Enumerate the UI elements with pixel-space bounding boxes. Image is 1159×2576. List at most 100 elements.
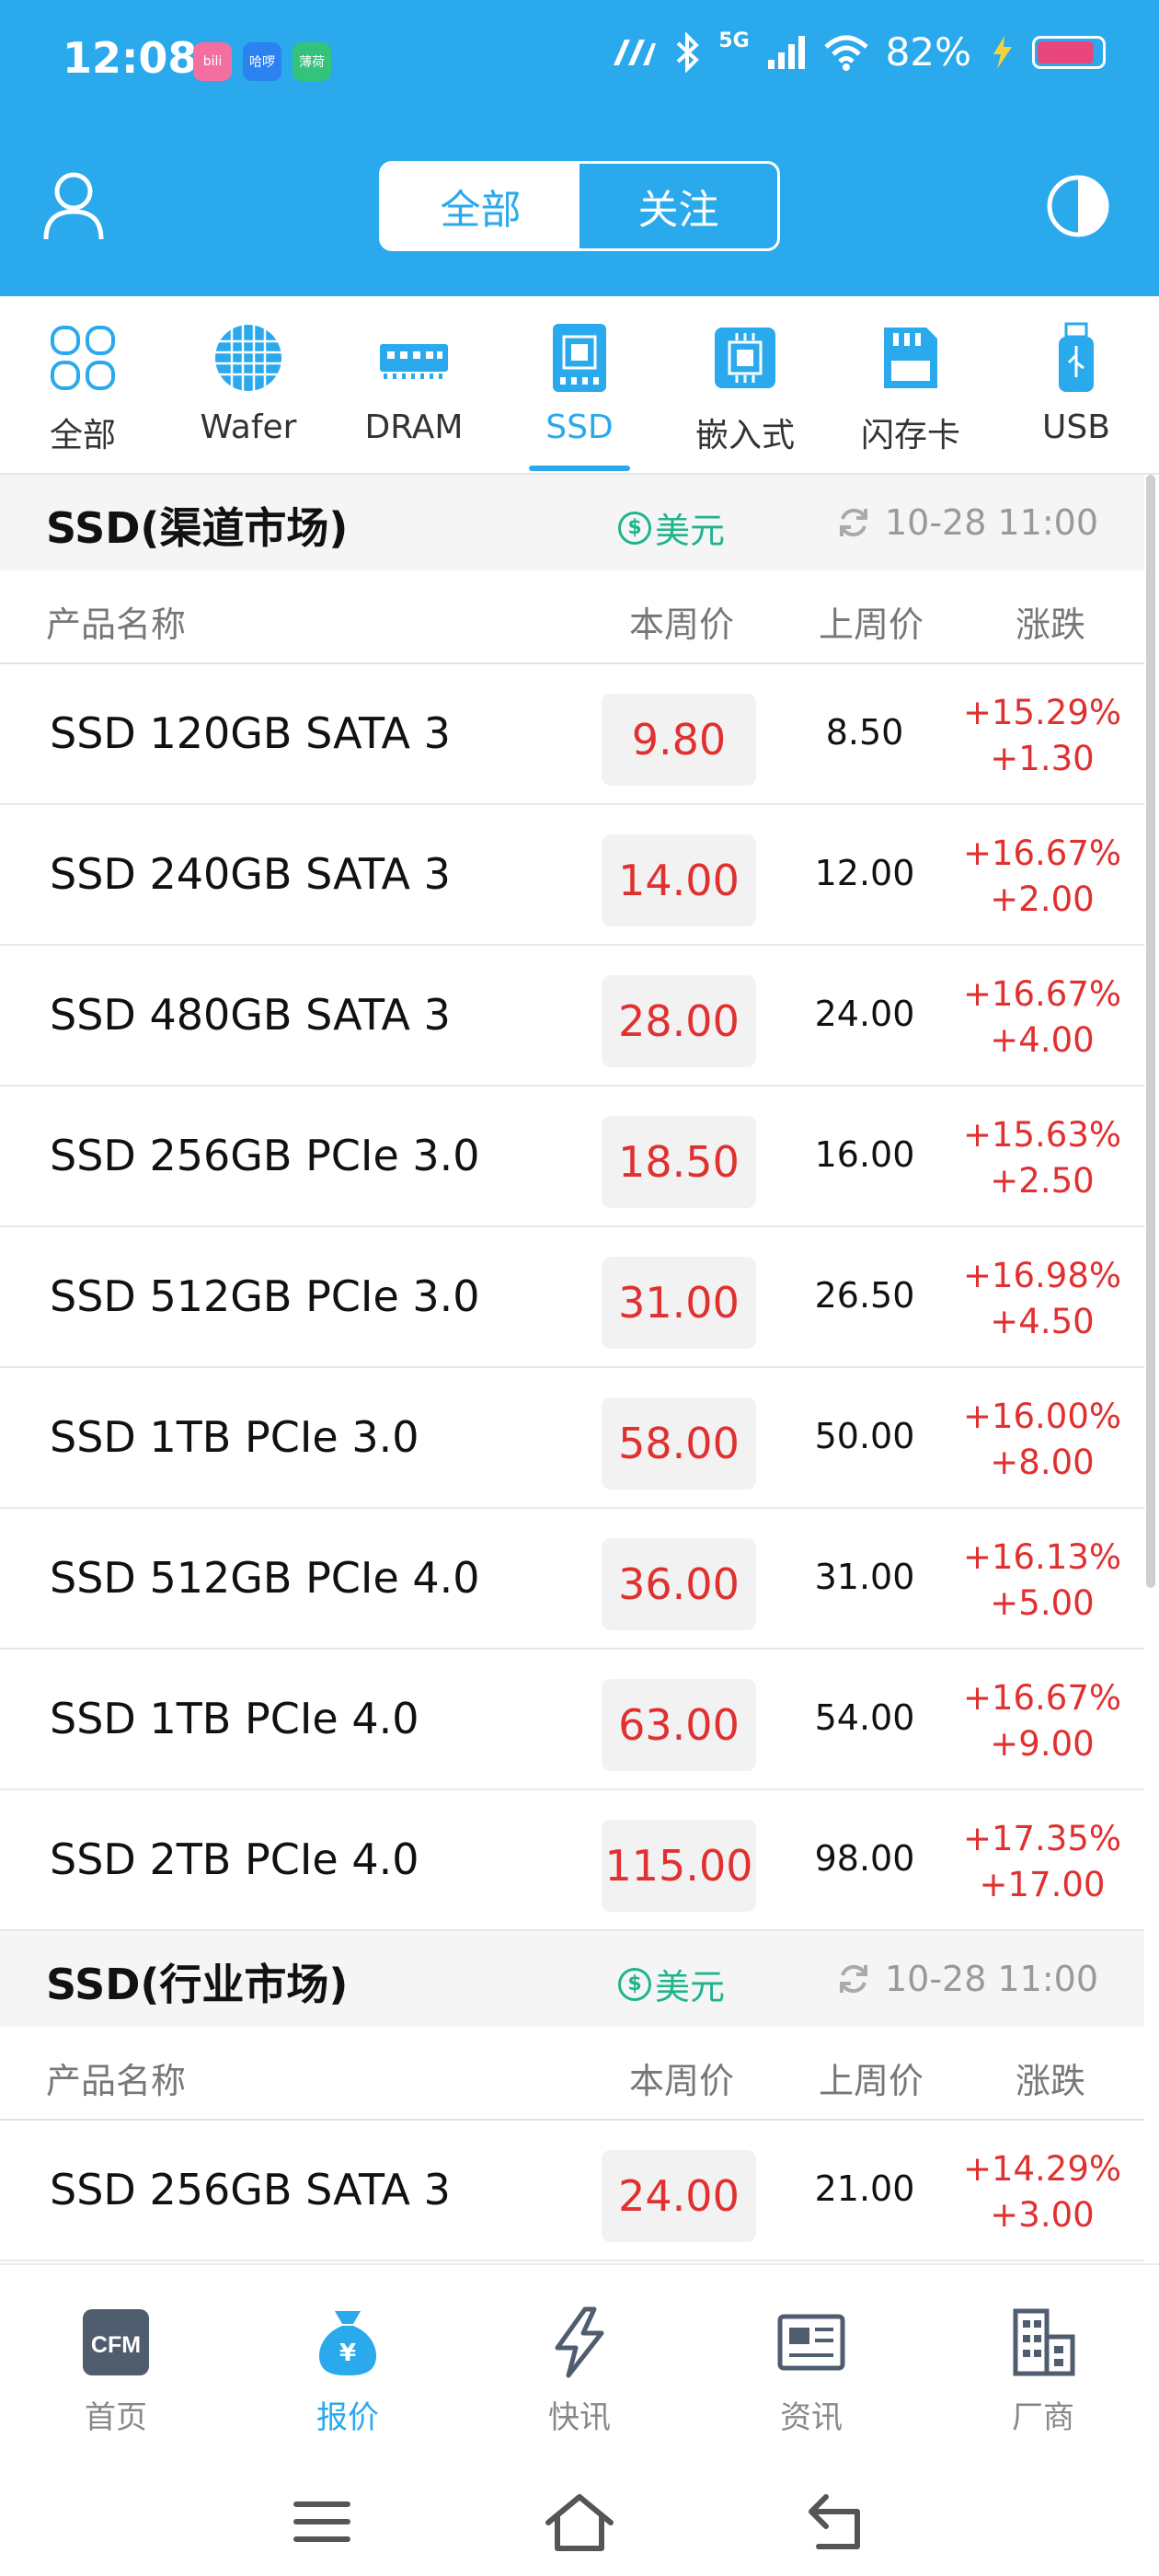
change-percent: +16.13% <box>962 1537 1122 1577</box>
nav-news[interactable]: 资讯 <box>719 2306 903 2437</box>
change-amount: +4.50 <box>990 1302 1095 1341</box>
update-time[interactable]: 10-28 11:00 <box>835 502 1098 543</box>
product-name: SSD 256GB PCIe 3.0 <box>50 1131 480 1180</box>
currency-label: 美元 <box>655 1967 726 2007</box>
price-change: +17.35% +17.00 <box>957 1816 1128 1908</box>
change-percent: +15.29% <box>962 693 1122 732</box>
scrollbar[interactable] <box>1146 475 1155 1588</box>
col-last-week[interactable]: 上周价 <box>819 2061 924 2101</box>
col-change[interactable]: 涨跌 <box>1016 604 1086 645</box>
battery-icon <box>1032 35 1106 69</box>
nav-label: 厂商 <box>1012 2399 1074 2436</box>
nav-label: 报价 <box>316 2399 379 2436</box>
charging-icon <box>993 35 1012 69</box>
current-price: 31.00 <box>602 1257 756 1349</box>
table-row[interactable]: SSD 512GB PCIe 3.0 31.00 26.50 +16.98% +4.50 <box>0 1227 1144 1368</box>
nav-label: 首页 <box>85 2399 147 2436</box>
current-price: 9.80 <box>602 694 756 786</box>
table-row[interactable]: SSD 512GB PCIe 4.0 36.00 31.00 +16.13% +5.00 <box>0 1509 1144 1650</box>
previous-price: 21.00 <box>814 2168 915 2209</box>
nav-flash-news[interactable]: 快讯 <box>488 2306 671 2437</box>
category-wafer[interactable]: Wafer <box>175 322 322 446</box>
previous-price: 24.00 <box>814 994 915 1034</box>
table-row[interactable]: SSD 1TB PCIe 3.0 58.00 50.00 +16.00% +8.00 <box>0 1368 1144 1509</box>
money-bag-icon: ¥ <box>319 2311 376 2375</box>
menu-icon[interactable] <box>285 2490 359 2554</box>
price-change: +16.67% +4.00 <box>957 972 1128 1064</box>
table-row[interactable]: SSD 256GB SATA 3 24.00 21.00 +14.29% +3.00 <box>0 2121 1144 2261</box>
user-icon[interactable] <box>40 169 107 243</box>
category-tabs: 全部 Wafer DRAM SSD <box>0 296 1159 475</box>
price-change: +16.00% +8.00 <box>957 1394 1128 1486</box>
category-flash-card[interactable]: 闪存卡 <box>837 322 984 456</box>
refresh-icon <box>839 508 867 537</box>
update-time-text: 10-28 11:00 <box>884 502 1098 543</box>
bottom-navigation: CFM 首页 ¥ 报价 快讯 资讯 厂商 <box>0 2263 1159 2576</box>
category-label: 嵌入式 <box>694 417 795 454</box>
table-row[interactable]: SSD 256GB PCIe 3.0 18.50 16.00 +15.63% +2.50 <box>0 1087 1144 1227</box>
product-name: SSD 2TB PCIe 4.0 <box>50 1834 419 1884</box>
section-header: SSD(行业市场) $ 美元 10-28 11:00 <box>0 1931 1144 2027</box>
col-this-week[interactable]: 本周价 <box>629 2061 735 2101</box>
building-icon <box>1013 2308 1075 2376</box>
nav-vendors[interactable]: 厂商 <box>951 2306 1135 2437</box>
currency-toggle[interactable]: $ 美元 <box>618 502 725 553</box>
ssd-icon <box>553 324 606 392</box>
currency-label: 美元 <box>655 511 726 551</box>
nav-quotes[interactable]: ¥ 报价 <box>256 2306 440 2437</box>
segment-follow[interactable]: 关注 <box>637 187 719 234</box>
category-all[interactable]: 全部 <box>9 322 156 456</box>
col-product-name[interactable]: 产品名称 <box>46 604 187 645</box>
price-list[interactable]: SSD(渠道市场) $ 美元 10-28 11:00 产品名称 本周价 上周价 涨跌 SSD 1… <box>0 475 1144 2263</box>
col-product-name[interactable]: 产品名称 <box>46 2061 187 2101</box>
filter-segmented-control: 全部 关注 <box>379 161 780 251</box>
newspaper-icon <box>777 2314 845 2371</box>
price-change: +16.13% +5.00 <box>957 1535 1128 1627</box>
category-embedded[interactable]: 嵌入式 <box>671 322 819 456</box>
col-change[interactable]: 涨跌 <box>1016 2061 1086 2101</box>
sd-card-icon <box>884 328 937 388</box>
segment-all[interactable]: 全部 <box>382 164 580 248</box>
chip-icon <box>715 328 775 388</box>
dram-icon <box>380 344 448 379</box>
current-price: 14.00 <box>602 834 756 926</box>
previous-price: 50.00 <box>814 1416 915 1456</box>
category-label: SSD <box>545 408 614 446</box>
col-this-week[interactable]: 本周价 <box>629 604 735 645</box>
price-change: +15.29% +1.30 <box>957 690 1128 782</box>
signal-icon <box>767 35 805 69</box>
category-ssd[interactable]: SSD <box>506 322 653 446</box>
column-header: 产品名称 本周价 上周价 涨跌 <box>0 2027 1144 2121</box>
column-header: 产品名称 本周价 上周价 涨跌 <box>0 570 1144 664</box>
back-icon[interactable] <box>800 2490 874 2554</box>
category-label: USB <box>1042 408 1110 446</box>
category-dram[interactable]: DRAM <box>340 322 488 446</box>
table-row[interactable]: SSD 1TB PCIe 4.0 63.00 54.00 +16.67% +9.00 <box>0 1650 1144 1790</box>
col-last-week[interactable]: 上周价 <box>819 604 924 645</box>
product-name: SSD 1TB PCIe 3.0 <box>50 1412 419 1462</box>
section-title: SSD(行业市场) <box>46 1960 349 2009</box>
table-row[interactable]: SSD 480GB SATA 3 28.00 24.00 +16.67% +4.00 <box>0 946 1144 1087</box>
home-icon[interactable] <box>543 2490 616 2554</box>
currency-toggle[interactable]: $ 美元 <box>618 1959 725 2009</box>
previous-price: 12.00 <box>814 853 915 893</box>
change-percent: +16.98% <box>962 1256 1122 1295</box>
table-row[interactable]: SSD 240GB SATA 3 14.00 12.00 +16.67% +2.00 <box>0 805 1144 946</box>
table-row[interactable]: SSD 120GB SATA 3 9.80 8.50 +15.29% +1.30 <box>0 664 1144 805</box>
wifi-icon <box>823 35 868 71</box>
update-time[interactable]: 10-28 11:00 <box>835 1959 1098 1999</box>
current-price: 58.00 <box>602 1397 756 1489</box>
svg-text:CFM: CFM <box>91 2332 141 2358</box>
change-percent: +15.63% <box>962 1115 1122 1155</box>
change-amount: +8.00 <box>990 1443 1095 1482</box>
table-row[interactable]: SSD 2TB PCIe 4.0 115.00 98.00 +17.35% +17.00 <box>0 1790 1144 1931</box>
previous-price: 8.50 <box>825 712 904 753</box>
notification-apps: bili 哈啰 薄荷 <box>193 42 331 81</box>
change-percent: +16.67% <box>962 834 1122 873</box>
nav-home[interactable]: CFM 首页 <box>24 2306 208 2437</box>
change-amount: +2.50 <box>990 1161 1095 1201</box>
refresh-icon <box>839 1964 867 1994</box>
nav-label: 资讯 <box>780 2399 843 2436</box>
theme-toggle-icon[interactable] <box>1045 173 1111 239</box>
category-usb[interactable]: USB <box>1003 322 1150 446</box>
